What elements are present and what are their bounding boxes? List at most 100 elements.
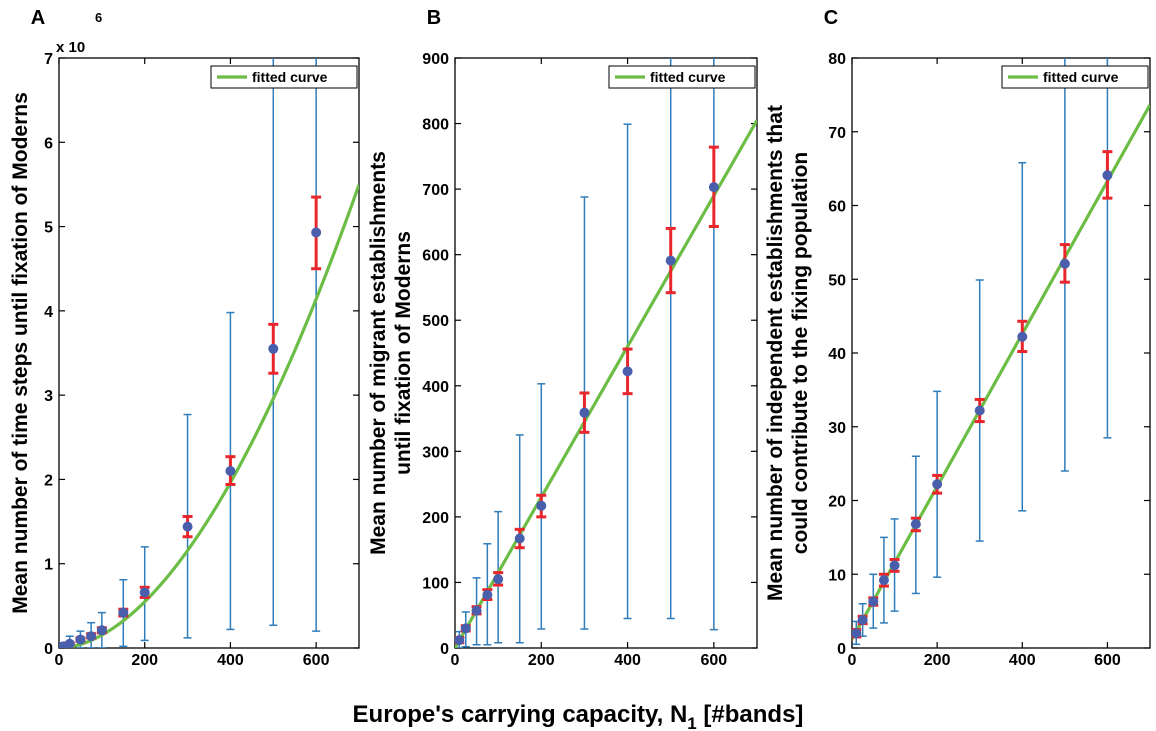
x-axis-label-subscript: 1 (687, 714, 696, 731)
x-tick-label: 0 (848, 652, 857, 669)
fitted-curve (59, 184, 359, 648)
data-point (974, 405, 985, 416)
data-point (889, 560, 900, 571)
x-tick-label: 400 (217, 652, 244, 669)
y-axis-label: Mean number of migrant establishments (367, 151, 390, 555)
data-point (910, 519, 921, 530)
x-tick-label: 200 (131, 652, 158, 669)
legend-box (210, 65, 358, 89)
x-axis-label-tail: [#bands] (697, 701, 804, 728)
panel-label: A (31, 7, 45, 29)
data-point (536, 500, 547, 511)
y-axis-label: until fixation of Moderns (392, 231, 415, 475)
data-point (460, 623, 471, 634)
legend-box (1001, 65, 1149, 89)
fitted-curve (852, 104, 1150, 640)
x-tick-label: 200 (528, 652, 555, 669)
y-axis-label: could contribute to the fixing populatio… (789, 152, 812, 554)
y-axis-label: Mean number of time steps until fixation… (9, 92, 32, 614)
y-tick-label: 400 (422, 379, 449, 396)
y-tick-label: 700 (422, 182, 449, 199)
panel-label: B (427, 7, 441, 29)
legend-box (608, 65, 756, 89)
x-tick-label: 400 (1009, 652, 1036, 669)
y-tick-label: 20 (828, 494, 846, 511)
x-tick-label: 400 (614, 652, 641, 669)
x-tick-label: 600 (701, 652, 728, 669)
y-tick-label: 1 (44, 557, 53, 574)
data-point (225, 466, 236, 476)
y-tick-label: 0 (44, 641, 53, 658)
data-point (1102, 170, 1113, 181)
legend-label: fitted curve (252, 69, 328, 85)
y-multiplier-exponent: 6 (95, 10, 102, 25)
legend-label: fitted curve (650, 69, 726, 85)
y-tick-label: 50 (828, 272, 846, 289)
y-multiplier: x 10 (56, 39, 85, 56)
data-point (1059, 258, 1070, 269)
panel-b: 0 200 400 600 0 100 200 300 400 500 600 700 800 900 B M… (367, 7, 758, 669)
y-tick-label: 30 (828, 420, 846, 437)
y-tick-label: 200 (422, 510, 449, 527)
x-tick-label: 600 (1094, 652, 1121, 669)
data-point (878, 575, 889, 586)
data-point (268, 343, 279, 354)
plot-frame (454, 57, 758, 649)
data-point (482, 589, 493, 600)
data-point (471, 605, 482, 616)
data-point (86, 631, 97, 642)
y-tick-label: 10 (828, 567, 846, 584)
y-tick-label: 70 (828, 125, 846, 142)
panel-label: C (824, 7, 838, 29)
y-tick-label: 900 (422, 51, 449, 68)
data-point (64, 638, 75, 648)
data-point (455, 635, 465, 646)
legend-label: fitted curve (1043, 69, 1119, 85)
y-tick-label: 600 (422, 248, 449, 265)
data-point (868, 596, 879, 607)
data-point (311, 227, 322, 238)
x-axis-label-main: Europe's carrying capacity, N (353, 701, 688, 728)
fitted-curve (455, 119, 757, 648)
y-tick-label: 0 (837, 641, 846, 658)
data-point (514, 533, 525, 544)
data-point (665, 255, 676, 266)
data-point (96, 625, 107, 636)
x-tick-label: 600 (303, 652, 330, 669)
plot-area (59, 58, 359, 648)
y-tick-label: 4 (44, 304, 53, 321)
y-tick-label: 60 (828, 199, 846, 216)
y-tick-label: 800 (422, 117, 449, 134)
data-point (182, 521, 193, 532)
data-point (118, 607, 129, 618)
plot-area (455, 58, 757, 648)
data-point (852, 628, 862, 639)
y-tick-label: 80 (828, 51, 846, 68)
y-tick-label: 500 (422, 313, 449, 330)
data-point (493, 574, 504, 585)
y-tick-label: 7 (44, 51, 53, 68)
data-point (75, 634, 86, 645)
panel-c: 0 200 400 600 0 10 20 30 40 50 60 70 80 C Mean number … (764, 7, 1151, 669)
y-axis-label: Mean number of independent establishment… (764, 105, 787, 601)
data-point (579, 407, 590, 418)
y-tick-label: 100 (422, 575, 449, 592)
x-axis-label: Europe's carrying capacity, N1 [#bands] (353, 701, 804, 731)
y-tick-label: 2 (44, 472, 53, 489)
y-tick-label: 300 (422, 444, 449, 461)
y-tick-label: 40 (828, 346, 846, 363)
data-point (857, 614, 868, 625)
data-point (708, 182, 719, 193)
x-tick-label: 200 (924, 652, 951, 669)
plot-area (852, 58, 1150, 646)
x-tick-label: 0 (55, 652, 64, 669)
y-tick-label: 0 (440, 641, 449, 658)
data-point (622, 366, 633, 377)
data-point (139, 587, 150, 598)
y-tick-label: 5 (44, 220, 53, 237)
plot-frame (58, 57, 360, 649)
x-tick-label: 0 (451, 652, 460, 669)
y-tick-label: 6 (44, 135, 53, 152)
data-point (1017, 331, 1028, 342)
